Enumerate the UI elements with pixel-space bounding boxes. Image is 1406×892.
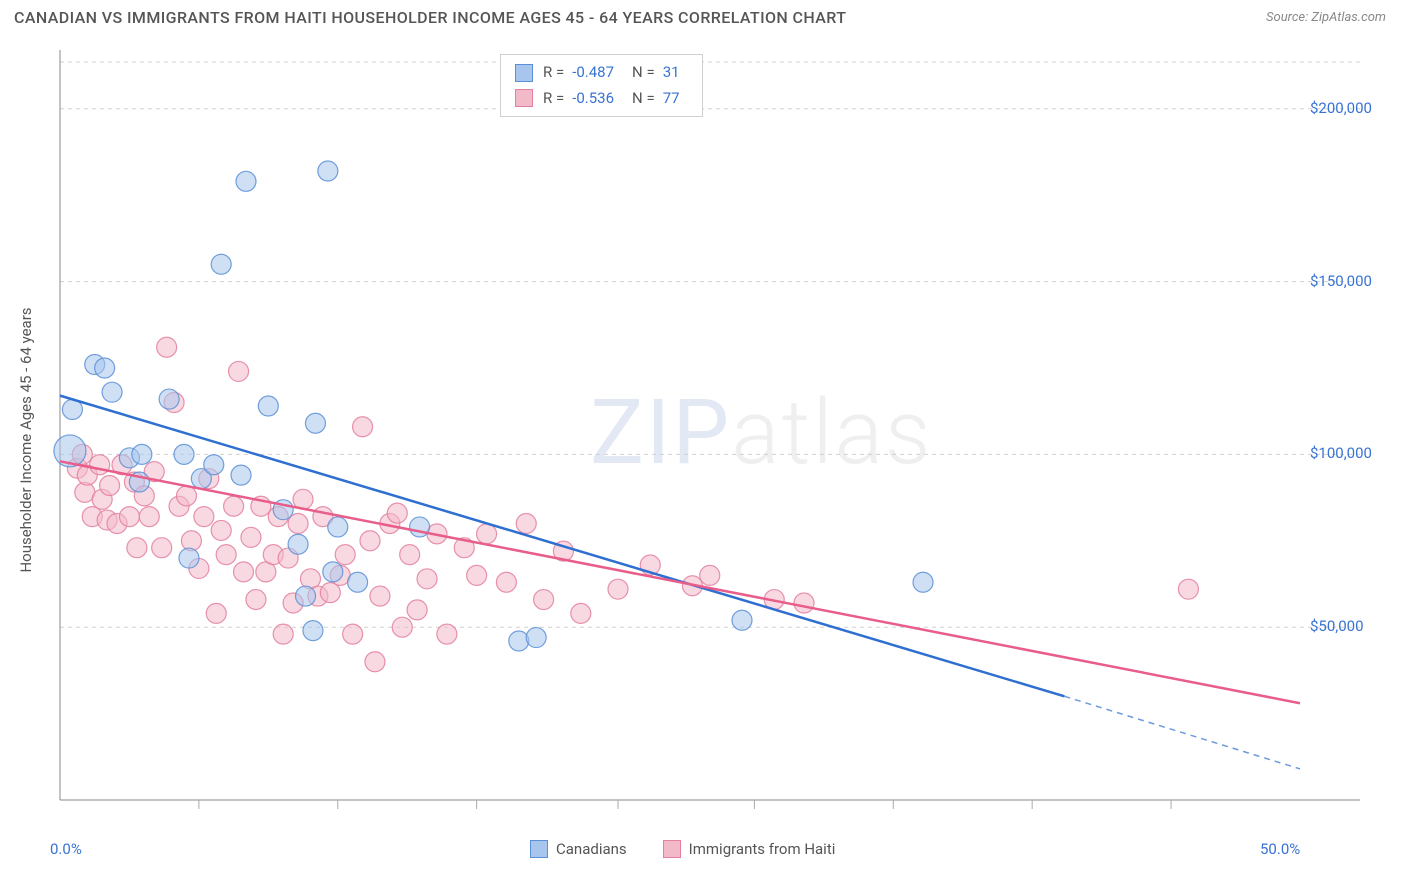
legend-item-haiti: Immigrants from Haiti xyxy=(663,840,836,858)
chart-title: CANADIAN VS IMMIGRANTS FROM HAITI HOUSEH… xyxy=(14,8,846,27)
y-tick-label: $100,000 xyxy=(1310,444,1372,462)
stats-row-canadians: R = -0.487 N = 31 xyxy=(515,60,688,86)
y-tick-label: $50,000 xyxy=(1310,617,1364,635)
swatch-canadians-icon xyxy=(530,840,548,858)
chart-plot-area: ZIPatlas R = -0.487 N = 31 R = -0.536 N … xyxy=(60,40,1380,830)
y-axis-label: Householder Income Ages 45 - 64 years xyxy=(17,307,35,572)
swatch-haiti-icon xyxy=(663,840,681,858)
x-tick-label: 0.0% xyxy=(50,840,82,858)
source-attribution: Source: ZipAtlas.com xyxy=(1266,10,1386,25)
swatch-canadians xyxy=(515,64,533,82)
correlation-stats-box: R = -0.487 N = 31 R = -0.536 N = 77 xyxy=(500,54,703,117)
scatter-plot-svg xyxy=(60,40,1380,830)
swatch-haiti xyxy=(515,89,533,107)
stats-row-haiti: R = -0.536 N = 77 xyxy=(515,86,688,112)
legend-item-canadians: Canadians xyxy=(530,840,627,858)
bottom-legend: Canadians Immigrants from Haiti xyxy=(530,840,835,858)
header-bar: CANADIAN VS IMMIGRANTS FROM HAITI HOUSEH… xyxy=(0,0,1406,37)
x-tick-label: 50.0% xyxy=(1260,840,1300,858)
y-tick-label: $200,000 xyxy=(1310,99,1372,117)
y-tick-label: $150,000 xyxy=(1310,272,1372,290)
